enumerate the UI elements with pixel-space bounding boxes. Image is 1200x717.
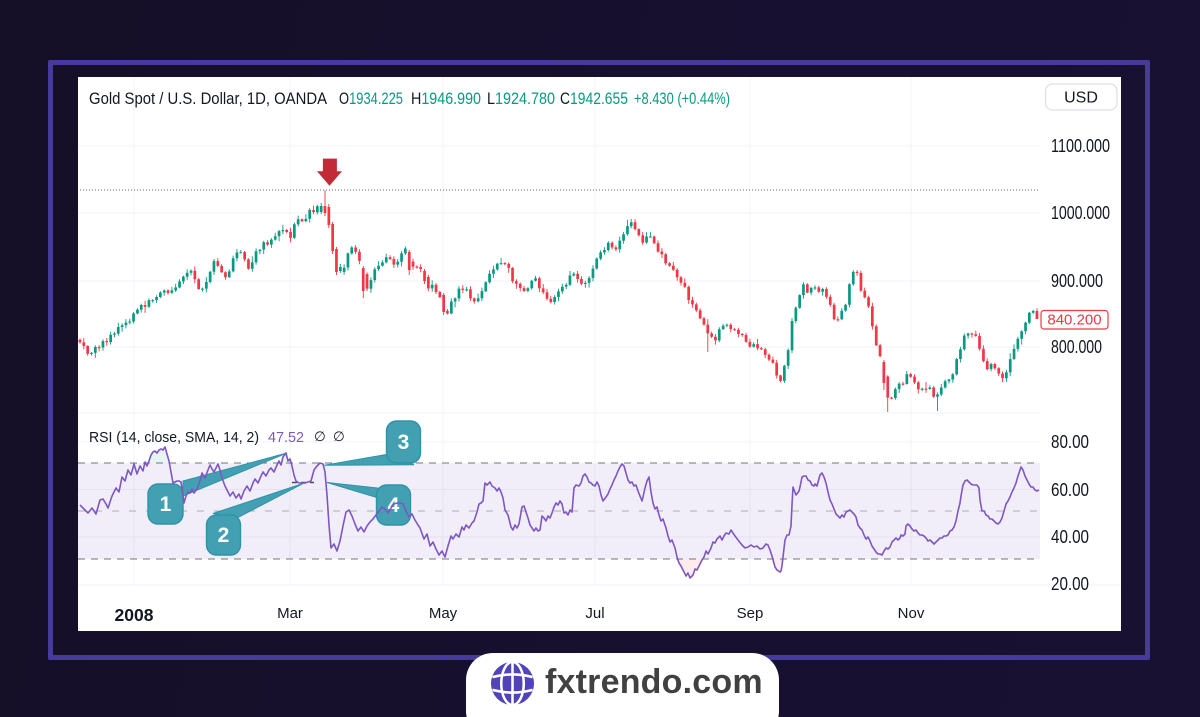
svg-text:2: 2 <box>218 524 230 547</box>
svg-text:1100.000: 1100.000 <box>1051 136 1110 156</box>
svg-text:RSI (14, close, SMA, 14, 2): RSI (14, close, SMA, 14, 2) <box>89 429 259 446</box>
svg-text:C1942.655: C1942.655 <box>560 89 628 108</box>
svg-text:47.52: 47.52 <box>268 429 304 446</box>
svg-text:Mar: Mar <box>277 605 303 622</box>
svg-text:Jul: Jul <box>585 605 604 622</box>
svg-text:60.00: 60.00 <box>1051 480 1089 500</box>
svg-text:O1934.225: O1934.225 <box>339 89 403 108</box>
svg-text:1: 1 <box>160 493 172 516</box>
svg-text:800.000: 800.000 <box>1051 337 1102 357</box>
svg-text:1000.000: 1000.000 <box>1051 203 1110 223</box>
svg-text:3: 3 <box>398 431 410 454</box>
svg-text:20.00: 20.00 <box>1051 574 1089 594</box>
svg-text:Nov: Nov <box>898 605 925 622</box>
svg-text:80.00: 80.00 <box>1051 432 1089 452</box>
svg-text:May: May <box>429 605 458 622</box>
svg-text:900.000: 900.000 <box>1051 271 1103 291</box>
svg-text:H1946.990: H1946.990 <box>411 89 481 108</box>
svg-text:840.200: 840.200 <box>1047 312 1101 329</box>
svg-text:2008: 2008 <box>115 605 154 625</box>
svg-text:∅: ∅ <box>314 429 326 444</box>
svg-text:L1924.780: L1924.780 <box>487 89 555 108</box>
svg-text:Sep: Sep <box>737 605 764 622</box>
svg-text:Gold Spot / U.S. Dollar, 1D, O: Gold Spot / U.S. Dollar, 1D, OANDA <box>89 89 328 108</box>
svg-text:+8.430 (+0.44%): +8.430 (+0.44%) <box>634 89 730 108</box>
svg-text:∅: ∅ <box>333 429 345 444</box>
svg-text:USD: USD <box>1064 90 1098 107</box>
svg-text:40.00: 40.00 <box>1051 527 1089 547</box>
